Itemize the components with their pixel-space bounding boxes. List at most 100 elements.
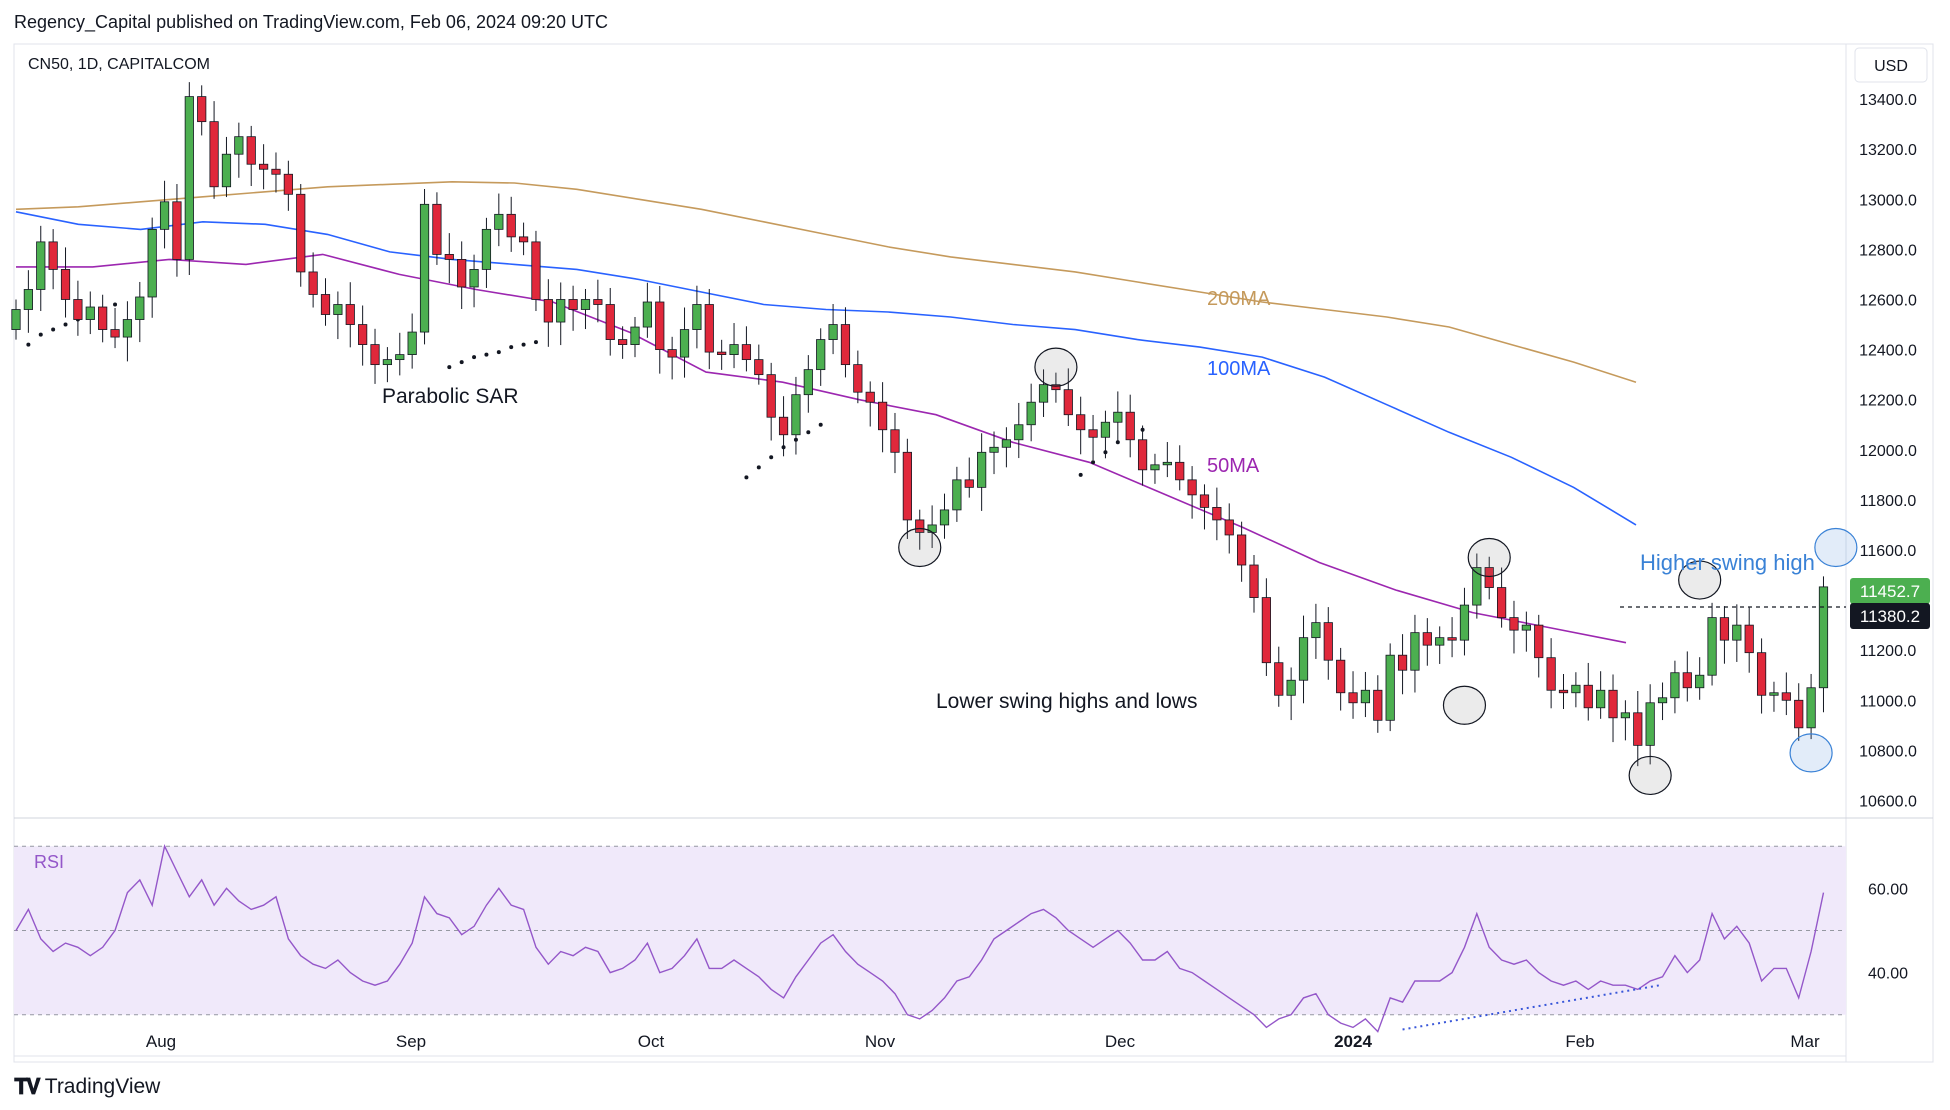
candle-body — [1397, 654, 1408, 671]
sar-dot — [509, 345, 514, 350]
candle-body — [1410, 632, 1420, 671]
candle-body — [1657, 697, 1668, 704]
candle-body — [1076, 414, 1086, 431]
sar-dot — [459, 360, 464, 365]
ma200-label: 200MA — [1207, 288, 1271, 310]
candle-body — [754, 359, 764, 376]
candle-body — [1806, 687, 1816, 729]
candle-body — [1385, 654, 1395, 721]
candle-body — [939, 509, 950, 526]
candle-body — [964, 479, 974, 488]
rsi-line — [15, 844, 1825, 1033]
currency-label: USD — [1874, 58, 1908, 75]
sar-dot — [1078, 472, 1083, 477]
time-tick: Feb — [1565, 1032, 1594, 1051]
candle-body — [1249, 564, 1259, 598]
sar-dot — [744, 475, 749, 480]
candle-body — [197, 96, 207, 123]
candle-body — [444, 254, 454, 260]
candle-body — [717, 351, 727, 356]
brand-name: TradingView — [44, 1075, 161, 1098]
ma-line-200ma — [15, 180, 1637, 383]
candle-body — [593, 299, 603, 305]
sar-dot — [472, 355, 477, 360]
price-tick: 12800.0 — [1859, 242, 1917, 259]
candle-body — [1038, 384, 1049, 403]
lower-swing-label: Lower swing highs and lows — [936, 690, 1197, 713]
tradingview-brand[interactable]: 𝐓𝐕 TradingView — [14, 1074, 160, 1100]
candle-body — [1360, 689, 1371, 704]
sar-dot — [818, 422, 823, 427]
candle-body — [1497, 587, 1507, 619]
swing-marker — [1442, 685, 1487, 725]
price-tick: 12600.0 — [1859, 292, 1917, 309]
candle-body — [1707, 617, 1717, 676]
sar-dot — [1091, 460, 1096, 465]
candle-body — [1509, 617, 1519, 631]
candle-body — [36, 241, 46, 290]
publish-info: Regency_Capital published on TradingView… — [14, 12, 609, 32]
candle-body — [1732, 624, 1742, 641]
candle-body — [1298, 637, 1309, 681]
currency-button[interactable]: USD — [1854, 47, 1928, 83]
candle-body — [704, 304, 714, 353]
rsi-label: RSI — [34, 852, 64, 872]
candle-body — [370, 344, 380, 366]
candle-body — [729, 344, 739, 356]
candle-body — [816, 339, 826, 371]
candle-body — [432, 203, 442, 255]
candle-body — [494, 213, 504, 230]
candle-body — [73, 299, 83, 320]
candle-body — [1608, 689, 1618, 719]
sar-dot — [769, 455, 774, 460]
time-tick: Oct — [638, 1032, 665, 1051]
rsi-trendline — [1402, 984, 1661, 1031]
candle-body — [221, 153, 232, 188]
candle-body — [865, 391, 875, 403]
candle-body — [1162, 461, 1172, 466]
candle-body — [1682, 672, 1692, 689]
sar-dot — [63, 322, 68, 327]
candle-body — [1150, 464, 1160, 471]
ma50-label: 50MA — [1207, 455, 1260, 477]
candle-body — [159, 201, 170, 230]
candle-body — [741, 344, 752, 361]
swing-marker — [1034, 347, 1078, 387]
candle-body — [98, 306, 108, 330]
candle-body — [655, 301, 665, 350]
candle-body — [1137, 439, 1148, 471]
candle-body — [506, 213, 516, 238]
swing-marker — [1628, 755, 1672, 796]
swing-marker — [1467, 537, 1511, 578]
candle-body — [667, 349, 677, 358]
rsi-pane: 60.00 40.00 — [15, 844, 1908, 1033]
candle-body — [679, 329, 690, 358]
candle-body — [481, 228, 492, 270]
candle-body — [209, 121, 219, 188]
candle-body — [1633, 712, 1643, 746]
symbol-info: CN50, 1D, CAPITALCOM — [28, 56, 210, 73]
candle-body — [1558, 689, 1569, 694]
candle-body — [1571, 684, 1581, 694]
candle-body — [1620, 712, 1630, 719]
candle-body — [1187, 479, 1197, 496]
candle-body — [1583, 684, 1593, 709]
swing-marker — [898, 527, 942, 568]
candle-body — [60, 269, 71, 300]
candle-body — [1199, 494, 1210, 508]
candle-body — [1521, 624, 1531, 631]
candle-body — [803, 369, 813, 396]
candle-body — [1695, 674, 1705, 689]
candle-body — [1373, 689, 1383, 721]
candle-body — [642, 301, 652, 328]
candle-body — [419, 203, 430, 333]
candle-body — [1323, 622, 1333, 661]
price-tick: 11600.0 — [1860, 543, 1917, 560]
candle-body — [246, 136, 256, 165]
prev-price-badge: 11380.2 — [1850, 603, 1930, 629]
swing-marker — [1789, 733, 1833, 773]
candle-body — [48, 241, 58, 270]
moving-averages — [15, 180, 1637, 644]
candle-body — [1781, 692, 1791, 701]
candle-body — [122, 319, 133, 338]
